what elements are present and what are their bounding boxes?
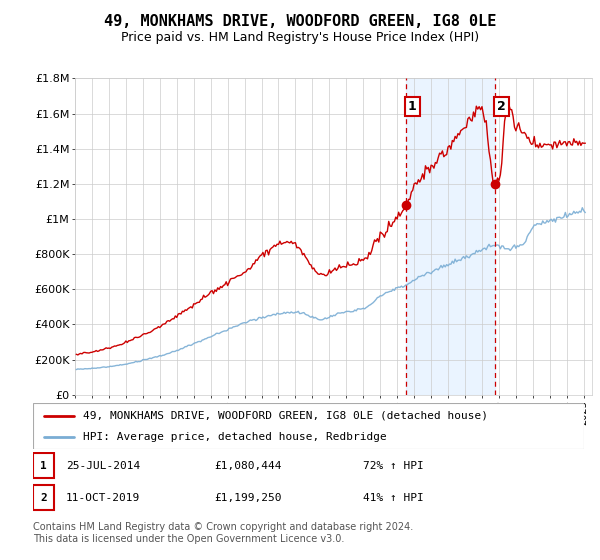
Text: £1,080,444: £1,080,444	[215, 461, 282, 471]
Text: £1,199,250: £1,199,250	[215, 492, 282, 502]
Text: 49, MONKHAMS DRIVE, WOODFORD GREEN, IG8 0LE (detached house): 49, MONKHAMS DRIVE, WOODFORD GREEN, IG8 …	[83, 410, 488, 421]
Text: Price paid vs. HM Land Registry's House Price Index (HPI): Price paid vs. HM Land Registry's House …	[121, 31, 479, 44]
Text: 2: 2	[40, 492, 47, 502]
Text: HPI: Average price, detached house, Redbridge: HPI: Average price, detached house, Redb…	[83, 432, 386, 442]
Text: 1: 1	[40, 461, 47, 471]
Text: 11-OCT-2019: 11-OCT-2019	[66, 492, 140, 502]
Text: Contains HM Land Registry data © Crown copyright and database right 2024.
This d: Contains HM Land Registry data © Crown c…	[33, 522, 413, 544]
Text: 25-JUL-2014: 25-JUL-2014	[66, 461, 140, 471]
Text: 1: 1	[408, 100, 417, 113]
Text: 2: 2	[497, 100, 506, 113]
Bar	[406, 78, 496, 395]
FancyBboxPatch shape	[33, 485, 54, 510]
Text: 49, MONKHAMS DRIVE, WOODFORD GREEN, IG8 0LE: 49, MONKHAMS DRIVE, WOODFORD GREEN, IG8 …	[104, 14, 496, 29]
Text: 41% ↑ HPI: 41% ↑ HPI	[364, 492, 424, 502]
Text: 72% ↑ HPI: 72% ↑ HPI	[364, 461, 424, 471]
FancyBboxPatch shape	[33, 403, 584, 449]
FancyBboxPatch shape	[33, 453, 54, 478]
